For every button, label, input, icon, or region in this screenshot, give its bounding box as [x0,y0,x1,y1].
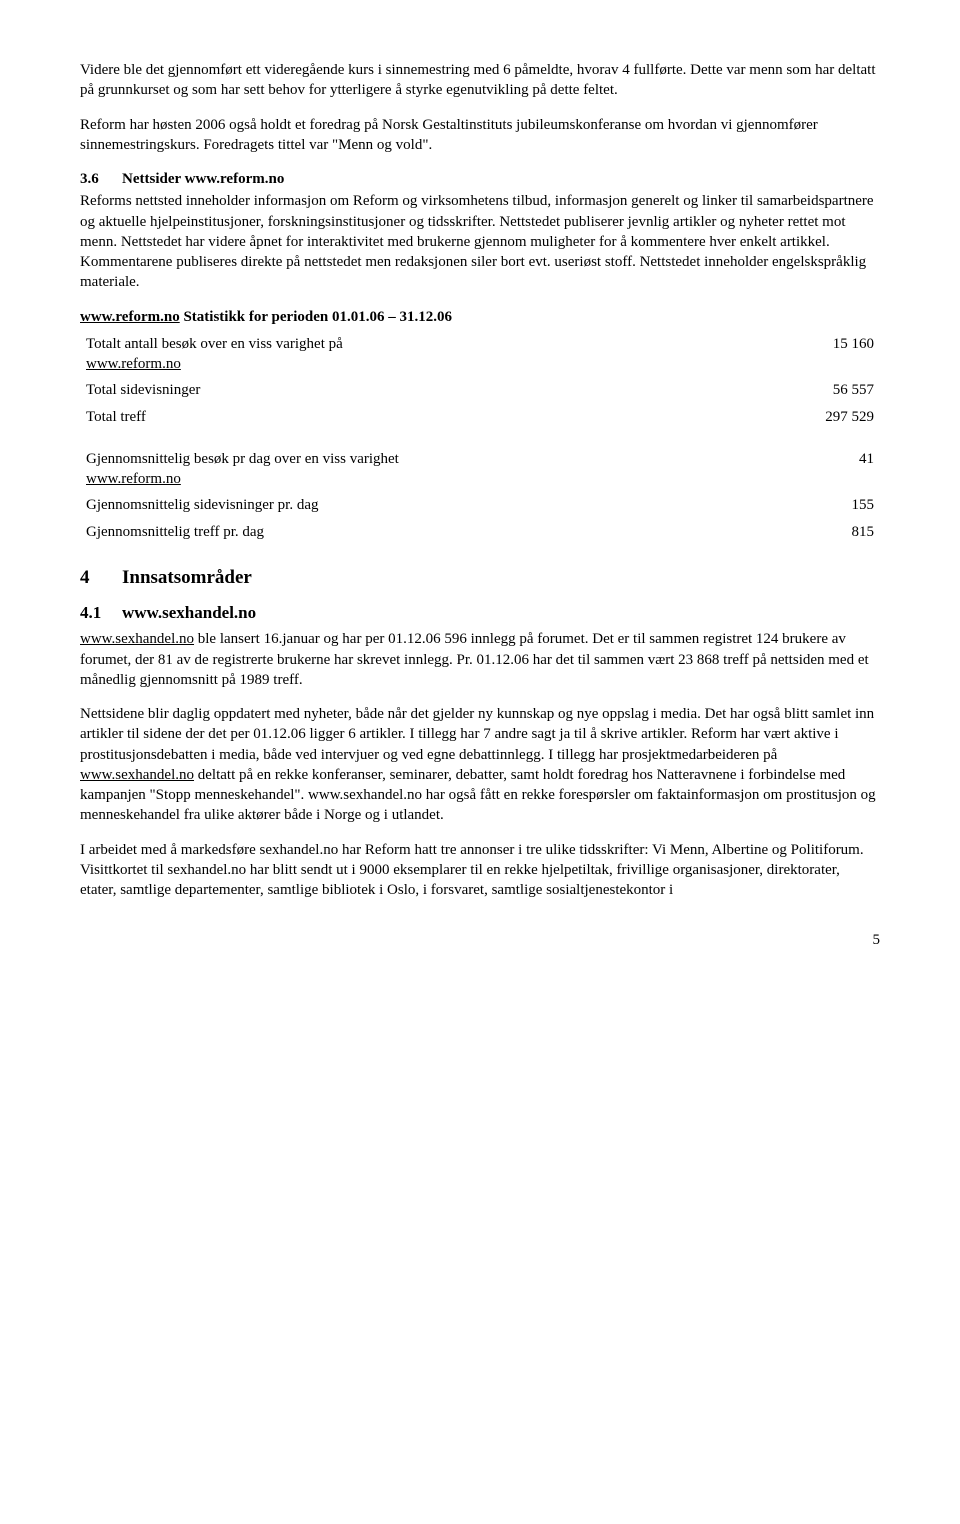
paragraph: www.sexhandel.no ble lansert 16.januar o… [80,629,880,690]
paragraph: Reforms nettsted inneholder informasjon … [80,191,880,292]
section-heading-3-6: 3.6Nettsider www.reform.no [80,169,880,189]
stats-period: Statistikk for perioden 01.01.06 – 31.12… [180,309,452,325]
section-number: 4.1 [80,602,122,625]
stat-value: 297 529 [733,404,880,430]
stat-value: 155 [803,492,880,518]
table-row: Gjennomsnittelig besøk pr dag over en vi… [80,446,880,493]
section-title: www.sexhandel.no [122,603,256,622]
stats-table-2: Gjennomsnittelig besøk pr dag over en vi… [80,446,880,545]
paragraph: Videre ble det gjennomført ett videregåe… [80,60,880,101]
table-row: Total treff 297 529 [80,404,880,430]
stat-label: Gjennomsnittelig treff pr. dag [80,519,803,545]
section-title: Nettsider www.reform.no [122,171,284,187]
table-row: Gjennomsnittelig treff pr. dag 815 [80,519,880,545]
section-heading-4: 4Innsatsområder [80,565,880,591]
stat-value: 41 [803,446,880,493]
paragraph: I arbeidet med å markedsføre sexhandel.n… [80,840,880,901]
section-number: 4 [80,565,122,591]
inline-link: www.sexhandel.no [80,631,194,647]
paragraph: Nettsidene blir daglig oppdatert med nyh… [80,704,880,826]
table-row: Totalt antall besøk over en viss varighe… [80,331,880,378]
stat-value: 56 557 [733,377,880,403]
stat-label: Totalt antall besøk over en viss varighe… [80,331,733,378]
stat-link: www.reform.no [86,471,181,487]
section-title: Innsatsområder [122,567,252,588]
stats-table-1: Totalt antall besøk over en viss varighe… [80,331,880,430]
section-heading-4-1: 4.1www.sexhandel.no [80,602,880,625]
stat-link: www.reform.no [86,356,181,372]
stats-heading: www.reform.no Statistikk for perioden 01… [80,307,880,327]
stat-label: Total sidevisninger [80,377,733,403]
table-row: Total sidevisninger 56 557 [80,377,880,403]
page-number: 5 [80,930,880,950]
table-row: Gjennomsnittelig sidevisninger pr. dag 1… [80,492,880,518]
inline-link: www.sexhandel.no [80,767,194,783]
stat-value: 15 160 [733,331,880,378]
stats-link: www.reform.no [80,309,180,325]
paragraph: Reform har høsten 2006 også holdt et for… [80,115,880,156]
stat-label: Gjennomsnittelig sidevisninger pr. dag [80,492,803,518]
stat-label: Gjennomsnittelig besøk pr dag over en vi… [80,446,803,493]
stat-value: 815 [803,519,880,545]
stat-label: Total treff [80,404,733,430]
section-number: 3.6 [80,169,122,189]
